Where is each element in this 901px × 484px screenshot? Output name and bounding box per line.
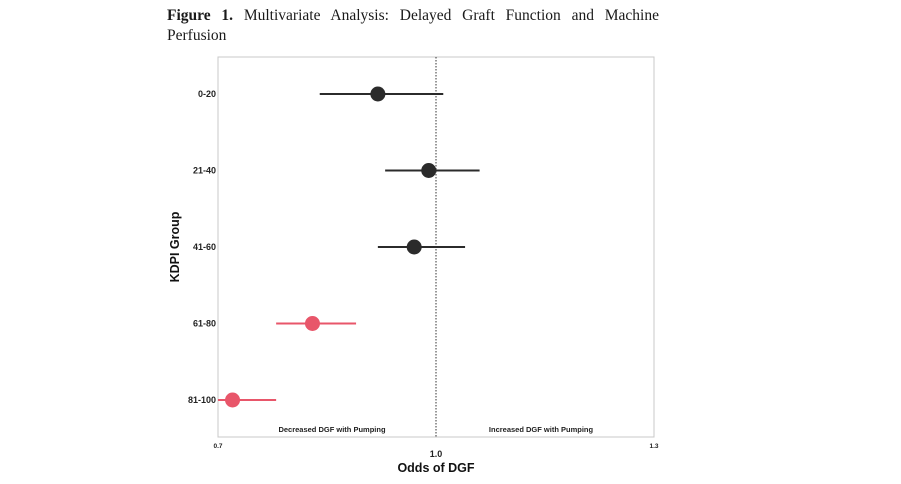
y-tick-labels: 0-20 21-40 41-60 61-80 81-100 <box>188 89 216 405</box>
point-estimate-21-40 <box>421 163 437 178</box>
figure-caption: Figure 1. Multivariate Analysis: Delayed… <box>167 6 659 46</box>
point-estimate-81-100 <box>225 392 241 408</box>
figure-label: Figure 1. <box>167 7 234 24</box>
annotation-decreased: Decreased DGF with Pumping <box>278 425 386 434</box>
y-tick-label-21-40: 21-40 <box>193 166 216 176</box>
x-tick-ref: 1.0 <box>430 449 443 459</box>
annotation-increased: Increased DGF with Pumping <box>489 425 594 434</box>
point-estimate-0-20 <box>370 86 386 102</box>
point-estimate-61-80 <box>304 316 320 331</box>
y-axis-title: KDPI Group <box>168 211 182 282</box>
figure-caption-text: Multivariate Analysis: Delayed Graft Fun… <box>167 7 659 44</box>
point-estimate-41-60 <box>406 239 422 255</box>
data-points <box>218 86 480 408</box>
x-tick-max: 1.3 <box>649 443 658 450</box>
x-tick-min: 0.7 <box>213 443 222 450</box>
y-tick-label-41-60: 41-60 <box>193 242 216 252</box>
y-tick-label-61-80: 61-80 <box>193 319 216 329</box>
y-tick-label-0-20: 0-20 <box>198 89 216 99</box>
y-tick-label-81-100: 81-100 <box>188 395 216 405</box>
x-axis-title: Odds of DGF <box>397 461 474 475</box>
